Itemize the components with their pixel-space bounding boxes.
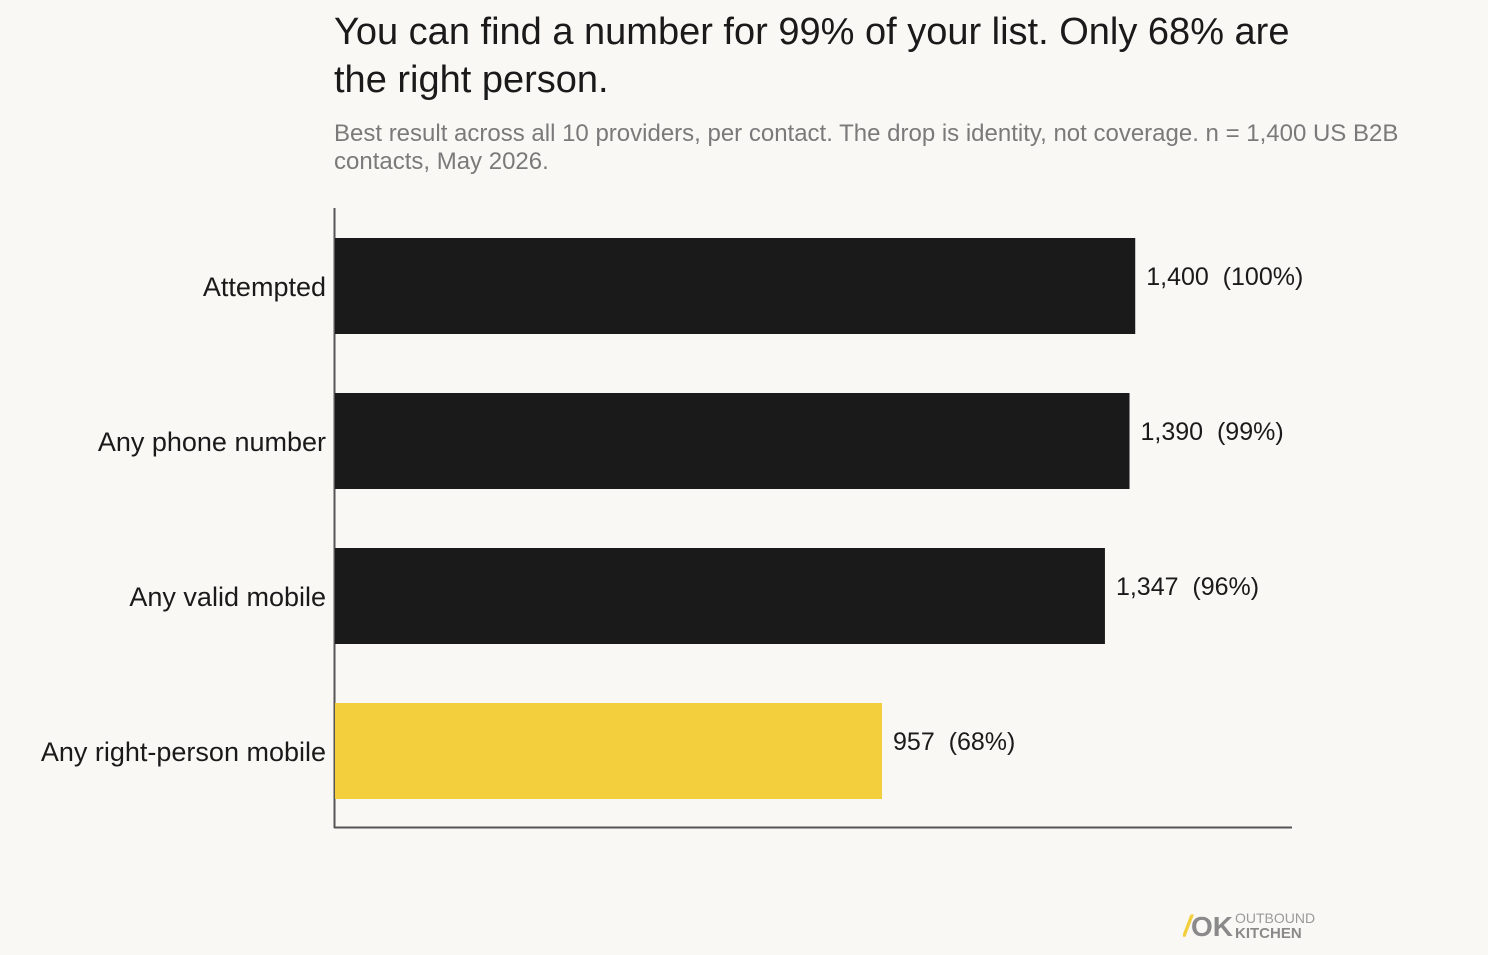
bars-group: Attempted 1,400 (100%) Any phone number 1,3… (41, 238, 1303, 799)
value-label-2: 1,347 (96%) (1116, 573, 1259, 601)
chart-subtitle: Best result across all 10 providers, per… (334, 120, 1399, 175)
value-label-0: 1,400 (100%) (1146, 263, 1303, 291)
outbound-kitchen-logo-icon: / OK OUTBOUND KITCHEN (1181, 910, 1315, 943)
category-label-1: Any phone number (98, 427, 326, 457)
bar-2 (335, 548, 1105, 644)
category-label-3: Any right-person mobile (41, 737, 326, 767)
category-label-0: Attempted (203, 272, 326, 302)
logo-mark-o: / (1183, 910, 1194, 942)
chart-title: You can find a number for 99% of your li… (334, 11, 1290, 101)
logo-line2: KITCHEN (1235, 925, 1302, 942)
value-label-3: 957 (68%) (893, 728, 1015, 756)
bar-3 (335, 703, 883, 799)
bar-0 (335, 238, 1136, 334)
logo-line1: OUTBOUND (1235, 910, 1315, 926)
brand-logo: / OK OUTBOUND KITCHEN (1181, 908, 1323, 943)
value-label-1: 1,390 (99%) (1141, 418, 1284, 446)
logo-mark: OK (1191, 911, 1233, 942)
bar-1 (335, 393, 1130, 489)
category-label-2: Any valid mobile (129, 582, 326, 612)
